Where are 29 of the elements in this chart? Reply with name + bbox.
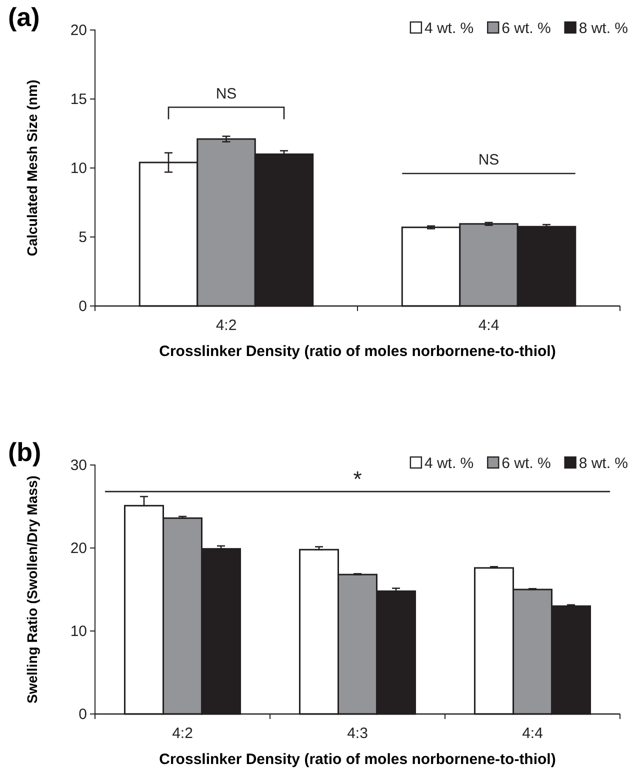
y-tick-label: 20 (70, 540, 87, 557)
annotation: NS (216, 85, 237, 102)
y-tick-label: 20 (70, 22, 87, 39)
x-tick-label: 4:2 (216, 317, 237, 334)
annotation: NS (478, 152, 500, 169)
x-tick-label: 4:3 (347, 725, 368, 742)
chart-title: (b) (8, 437, 42, 467)
legend-label: 6 wt. % (502, 20, 551, 37)
legend-label: 8 wt. % (578, 20, 628, 37)
y-tick-label: 0 (78, 298, 87, 315)
y-tick-label: 30 (70, 456, 87, 474)
y-tick-label: 10 (70, 622, 87, 640)
y-tick-label: 10 (70, 160, 87, 177)
y-axis-title: Calculated Mesh Size (nm) (24, 80, 40, 256)
ref-line-label: * (353, 466, 362, 492)
x-axis-title: Crosslinker Density (ratio of moles norbornene-to-thiol) (159, 343, 556, 360)
legend-label: 6 wt. % (502, 455, 551, 472)
x-axis-title: Crosslinker Density (ratio of moles norbornene-to-thiol) (159, 751, 556, 768)
y-tick-label: 15 (70, 90, 87, 108)
chart-title: (a) (8, 2, 40, 32)
legend-label: 4 wt. % (424, 20, 474, 37)
x-tick-label: 4:2 (172, 725, 193, 742)
x-tick-label: 4:4 (478, 317, 500, 334)
legend-label: 4 wt. % (424, 455, 474, 472)
legend-label: 8 wt. % (578, 455, 628, 472)
y-axis-title: Swelling Ratio (Swollen/Dry Mass) (24, 476, 40, 704)
y-tick-label: 0 (78, 706, 87, 723)
y-tick-label: 5 (78, 228, 87, 246)
x-tick-label: 4:4 (522, 725, 543, 742)
